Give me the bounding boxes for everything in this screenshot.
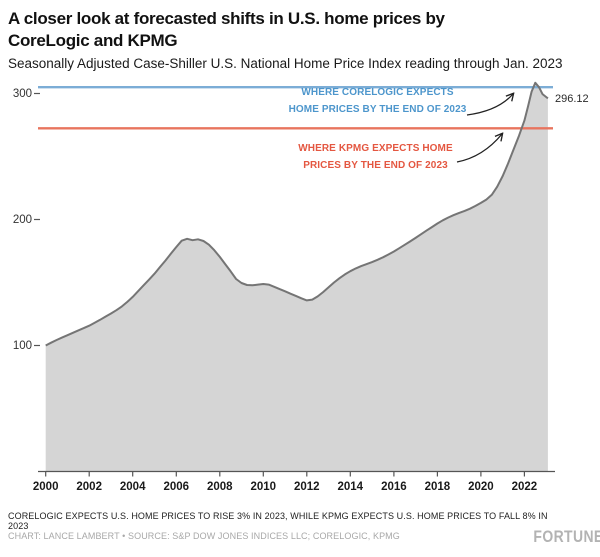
corelogic-annotation-line2: HOME PRICES BY THE END OF 2023 (288, 103, 467, 115)
x-axis-label-2004: 2004 (119, 480, 146, 493)
x-axis-label-2000: 2000 (32, 480, 59, 493)
index-line (45, 81, 549, 347)
axes-and-ticks (34, 92, 555, 477)
x-axis-label-2018: 2018 (424, 480, 451, 493)
corelogic-arrow (466, 94, 513, 116)
index-area-fill (45, 82, 548, 472)
x-axis-label-2020: 2020 (468, 480, 494, 493)
forecast-reference-lines (38, 85, 553, 130)
kpmg-arrow (456, 134, 502, 163)
credit-line: CHART: LANCE LAMBERT • SOURCE: S&P DOW J… (8, 531, 400, 541)
title-line-1: A closer look at forecasted shifts in U.… (8, 9, 445, 28)
chart-subtitle: Seasonally Adjusted Case-Shiller U.S. Na… (8, 56, 563, 71)
page-title: A closer look at forecasted shifts in U.… (8, 8, 594, 52)
kpmg-annotation-line1: WHERE KPMG EXPECTS HOME (298, 143, 453, 154)
corelogic-annotation: WHERE CORELOGIC EXPECTS HOME PRICES BY T… (280, 85, 475, 118)
x-axis-label-2006: 2006 (163, 480, 190, 493)
kpmg-annotation: WHERE KPMG EXPECTS HOME PRICES BY THE EN… (278, 141, 473, 174)
fortune-logo: FORTUNE (533, 527, 600, 546)
footnote: CORELOGIC EXPECTS U.S. HOME PRICES TO RI… (8, 511, 548, 531)
title-line-2: CoreLogic and KPMG (8, 31, 178, 50)
x-axis-label-2010: 2010 (250, 480, 277, 493)
corelogic-annotation-line1: WHERE CORELOGIC EXPECTS (301, 87, 454, 98)
y-axis-label-300: 300 (12, 87, 32, 100)
kpmg-annotation-line2: PRICES BY THE END OF 2023 (303, 159, 448, 171)
x-axis-label-2016: 2016 (381, 480, 407, 493)
x-axis-label-2014: 2014 (337, 480, 364, 493)
x-axis-label-2008: 2008 (207, 480, 233, 493)
x-axis-label-2022: 2022 (511, 480, 538, 493)
latest-value-label: 296.12 (555, 93, 589, 105)
y-axis-label-200: 200 (12, 213, 32, 226)
x-axis-label-2012: 2012 (294, 480, 320, 493)
x-axis-label-2002: 2002 (76, 480, 102, 493)
y-axis-label-100: 100 (12, 339, 32, 352)
